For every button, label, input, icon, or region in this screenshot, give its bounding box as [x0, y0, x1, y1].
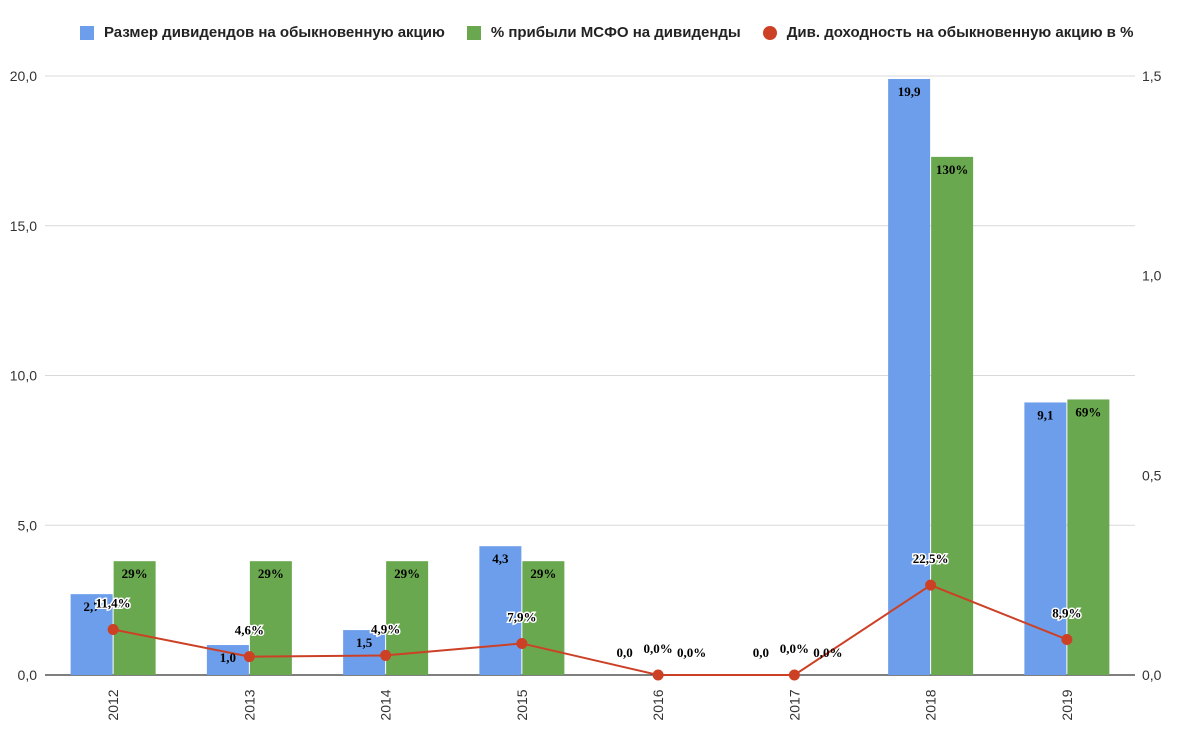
- bar-dividends: [1024, 402, 1067, 675]
- bar-dividends-label: 4,3: [492, 551, 509, 566]
- yield-point: [925, 579, 937, 591]
- yield-label: 22,5%: [913, 551, 949, 566]
- bar-payout: [931, 156, 974, 676]
- y-left-tick-label: 15,0: [10, 218, 37, 234]
- bar-payout: [522, 561, 565, 675]
- bar-dividends-label: 1,5: [356, 635, 373, 650]
- y-right-tick-label: 0,0: [1142, 667, 1162, 683]
- x-tick-label: 2018: [923, 689, 939, 720]
- yield-point: [1061, 633, 1073, 645]
- bar-payout-label: 29%: [258, 566, 284, 581]
- bar-dividends-label: 19,9: [898, 84, 921, 99]
- bar-dividends-label: 1,0: [220, 650, 236, 665]
- chart-legend: Размер дивидендов на обыкновенную акцию …: [80, 24, 1155, 41]
- yield-label: 0,0%: [780, 641, 809, 656]
- y-right-tick-label: 0,5: [1142, 467, 1162, 483]
- yield-point: [380, 649, 392, 661]
- yield-label: 8,9%: [1052, 605, 1081, 620]
- bar-dividends-label: 2,7: [84, 599, 101, 614]
- bar-payout: [113, 561, 156, 675]
- yield-point: [788, 669, 800, 681]
- x-tick-label: 2013: [241, 689, 257, 720]
- bar-dividends: [343, 630, 386, 675]
- bar-dividends-label: 0,0: [753, 645, 769, 660]
- bar-payout-label: 29%: [394, 566, 420, 581]
- y-left-tick-label: 20,0: [10, 68, 37, 84]
- bar-payout-label: 69%: [1075, 404, 1101, 419]
- yield-label: 4,6%: [235, 623, 264, 638]
- bar-payout-label: 29%: [530, 566, 556, 581]
- yield-point: [107, 623, 119, 635]
- yield-label: 7,9%: [507, 609, 536, 624]
- bar-dividends: [70, 594, 113, 675]
- yield-label: 0,0%: [644, 641, 673, 656]
- bar-dividends-label: 9,1: [1037, 407, 1053, 422]
- legend-item-payout: % прибыли МСФО на дивиденды: [466, 24, 741, 41]
- x-tick-label: 2016: [650, 689, 666, 720]
- legend-item-yield: Див. доходность на обыкновенную акцию в …: [762, 24, 1134, 41]
- bar-payout-label: 0,0%: [677, 645, 706, 660]
- yield-line: [112, 584, 1068, 676]
- bar-payout-label: 29%: [122, 566, 148, 581]
- yield-point: [652, 669, 664, 681]
- y-left-tick-label: 10,0: [10, 368, 37, 384]
- y-right-tick-label: 1,5: [1142, 68, 1162, 84]
- bar-payout: [1067, 399, 1110, 675]
- x-tick-label: 2014: [378, 689, 394, 720]
- x-tick-label: 2015: [514, 689, 530, 720]
- bar-dividends: [479, 546, 522, 675]
- yield-point: [243, 651, 255, 663]
- legend-label-payout: % прибыли МСФО на дивиденды: [490, 24, 741, 41]
- y-left-tick-label: 0,0: [18, 667, 38, 683]
- legend-dot-yield: [762, 25, 777, 40]
- x-tick-label: 2019: [1059, 689, 1075, 720]
- y-right-tick-label: 1,0: [1142, 268, 1162, 284]
- legend-swatch-payout: [466, 25, 481, 40]
- bar-payout-label: 0,0%: [813, 645, 842, 660]
- bar-dividends: [888, 78, 931, 676]
- bar-payout: [386, 561, 429, 675]
- legend-label-dividends: Размер дивидендов на обыкновенную акцию: [104, 24, 445, 41]
- bar-payout-label: 130%: [936, 162, 969, 177]
- x-tick-label: 2012: [105, 689, 121, 720]
- y-left-tick-label: 5,0: [18, 517, 38, 533]
- legend-label-yield: Див. доходность на обыкновенную акцию в …: [786, 24, 1134, 41]
- x-tick-label: 2017: [786, 689, 802, 720]
- yield-label: 11,4%: [96, 595, 131, 610]
- yield-point: [516, 637, 528, 649]
- legend-item-dividends: Размер дивидендов на обыкновенную акцию: [80, 24, 445, 41]
- legend-swatch-dividends: [80, 25, 94, 40]
- yield-label: 4,9%: [371, 621, 400, 636]
- bar-dividends-label: 0,0: [617, 645, 633, 660]
